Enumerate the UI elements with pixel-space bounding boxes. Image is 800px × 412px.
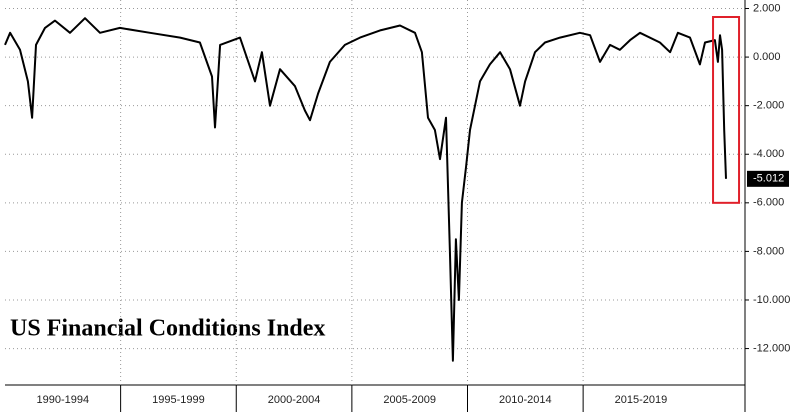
y-tick-label: -8.000 (753, 245, 784, 257)
chart-title: US Financial Conditions Index (10, 316, 325, 342)
x-tick-label: 1995-1999 (152, 394, 205, 406)
x-tick-label: 2015-2019 (615, 394, 668, 406)
y-tick-label: -4.000 (753, 148, 784, 160)
highlight-box (712, 16, 741, 204)
y-tick-label: -2.000 (753, 100, 784, 112)
y-tick-label: 2.000 (753, 2, 781, 14)
x-tick-label: 2000-2004 (268, 394, 321, 406)
last-value-box (747, 170, 789, 187)
y-tick-label: -12.000 (753, 342, 790, 354)
x-tick-label: 2005-2009 (383, 394, 436, 406)
x-tick-label: 1990-1994 (37, 394, 90, 406)
line-series (4, 17, 727, 362)
y-tick-label: -6.000 (753, 197, 784, 209)
x-tick-label: 2010-2014 (499, 394, 552, 406)
y-tick-label: 0.000 (753, 51, 781, 63)
y-tick-label: -10.000 (753, 294, 790, 306)
last-value-label: -5.012 (753, 173, 784, 185)
